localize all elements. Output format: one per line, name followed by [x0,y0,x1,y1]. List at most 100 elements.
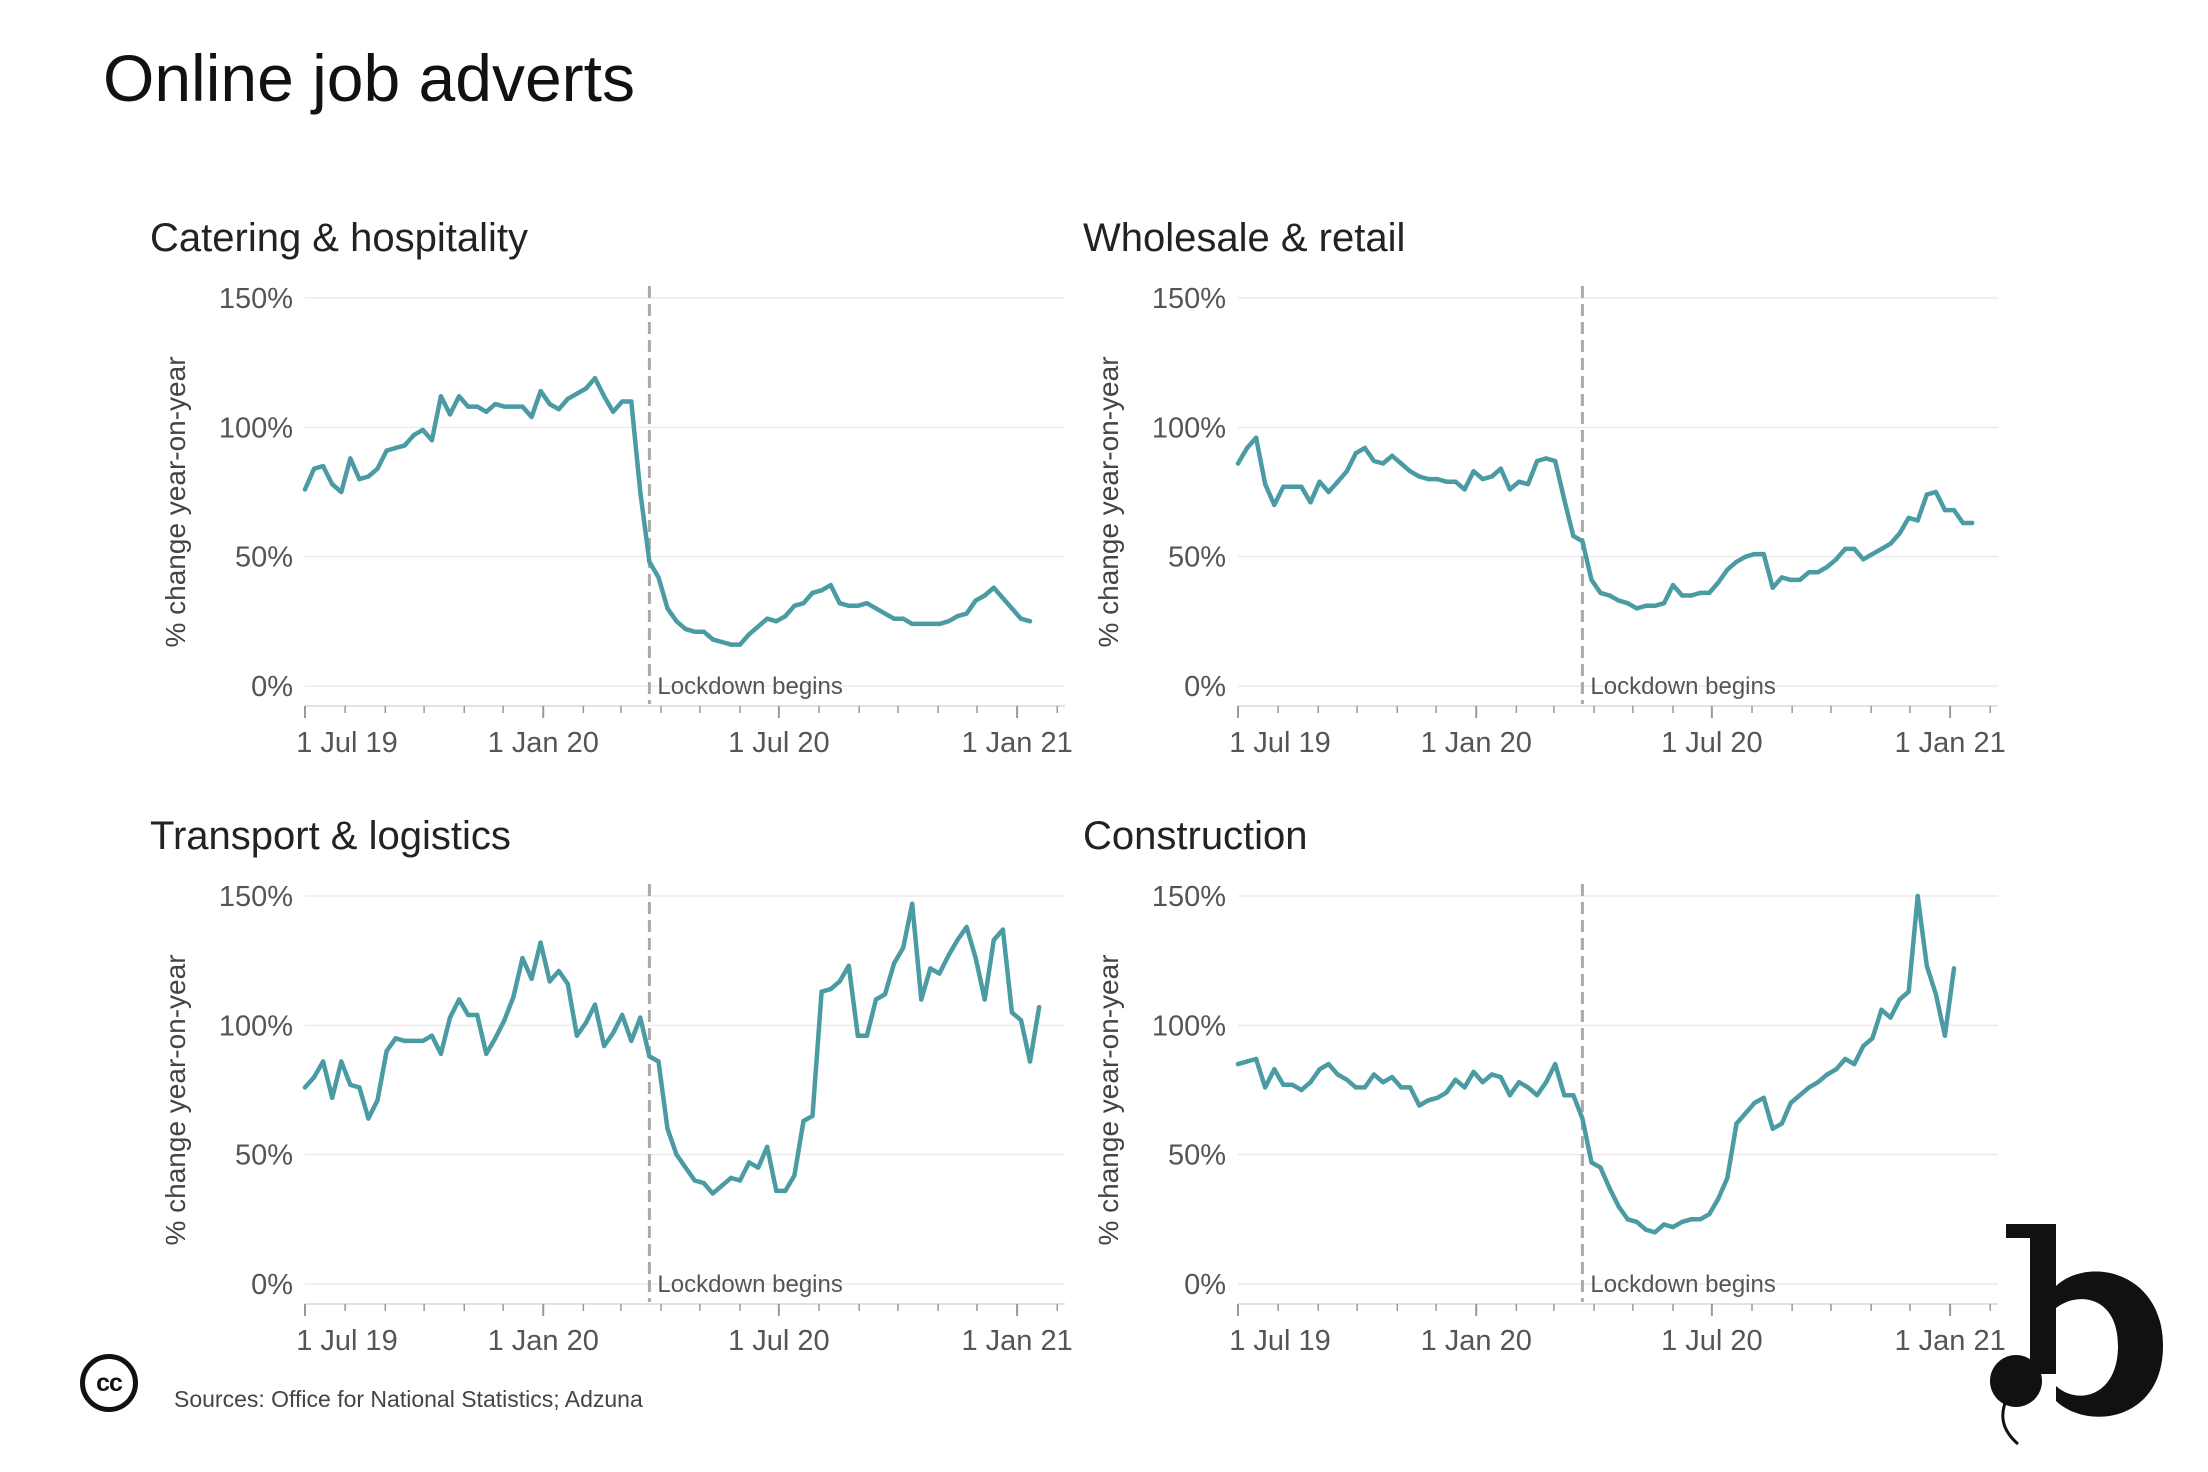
data-point [1643,1227,1648,1232]
data-point [1834,557,1839,562]
data-point [529,414,534,420]
data-point [1534,458,1540,464]
data-point [1942,507,1948,513]
data-point [765,1144,770,1150]
data-point [765,616,770,621]
data-point [1263,1085,1268,1090]
data-point [1734,1121,1739,1126]
data-point [1969,520,1975,526]
x-tick-label: 1 Jul 20 [728,727,830,759]
chart-title: Construction [1083,814,1308,858]
data-point [1852,546,1857,552]
data-point [1000,927,1006,932]
line-chart-catering: 0% 50% 100% 150% 1 Jul 19 1 Jan 20 1 Jul 20 1 J… [160,283,1073,759]
data-point [1009,606,1015,611]
data-point [529,976,534,981]
data-point [683,626,688,632]
data-point [411,1038,416,1044]
data-point [1870,1036,1875,1041]
data-point [1580,538,1585,544]
data-point [1480,1080,1485,1085]
data-point [1244,445,1250,451]
data-point [991,585,996,590]
data-point [1698,1217,1703,1222]
data-point [339,1059,344,1064]
data-point [520,404,525,409]
data-point [638,489,643,495]
data-point [475,1012,480,1018]
data-point [511,404,516,409]
data-point [1843,546,1848,552]
data-point [946,953,951,958]
data-point [1743,554,1748,559]
y-tick-label: 150% [1152,881,1226,913]
data-point [1933,489,1939,495]
data-point [1272,1067,1277,1072]
data-point [375,466,380,471]
data-point [493,1036,498,1041]
data-point [1670,582,1676,588]
data-point [1580,1116,1585,1121]
series-line [302,901,1042,1196]
data-point [737,642,743,647]
data-point [475,404,480,409]
lockdown-label: Lockdown begins [657,673,842,700]
data-point [1326,1061,1331,1067]
data-point [1317,1067,1322,1072]
data-point [1543,1080,1549,1085]
data-point [1516,1080,1522,1085]
data-point [964,611,969,616]
data-point [384,1049,389,1054]
data-point [438,394,444,399]
data-point [1752,1100,1757,1106]
data-point [375,1098,380,1103]
data-point [1915,893,1920,899]
data-point [1607,1186,1612,1191]
data-point [882,992,888,997]
data-point [1942,1033,1948,1038]
chart-panel-wholesale: Wholesale & retail 0% 50% 100% 150% 1 Jul 19… [1038,216,2006,776]
x-tick-label: 1 Jul 20 [1661,727,1763,759]
data-point [1707,1212,1712,1217]
data-point [1027,1059,1033,1064]
data-point [484,1051,489,1056]
data-point [1371,458,1377,464]
data-point [837,979,842,984]
series-line [1235,893,1957,1235]
data-point [828,582,833,588]
data-point [1915,518,1920,523]
data-point [665,1126,670,1131]
data-point [556,407,561,412]
y-axis-label: % change year-on-year [160,356,191,647]
y-axis-label: % change year-on-year [160,954,191,1245]
data-point [774,1188,779,1194]
data-point [1861,557,1866,562]
data-point [320,1059,326,1064]
data-point [1299,484,1304,489]
data-point [810,590,815,596]
data-point [1362,445,1368,451]
x-tick-label: 1 Jan 21 [961,1325,1072,1357]
line-chart-construction: 0% 50% 100% 150% 1 Jul 19 1 Jan 20 1 Jul 20 1 J… [1093,881,2006,1357]
data-point [674,1152,679,1157]
data-point [547,979,552,984]
data-point [1036,1005,1042,1010]
x-tick-label: 1 Jul 19 [296,1325,398,1357]
data-point [538,940,543,945]
data-point [1489,474,1494,479]
data-point [1625,601,1630,606]
y-tick-label: 150% [219,283,293,315]
data-point [783,1188,788,1194]
data-point [819,588,824,593]
data-point [1480,476,1485,482]
x-tick-label: 1 Jan 21 [1894,727,2005,759]
lockdown-label: Lockdown begins [657,1271,842,1298]
data-point [1598,590,1603,596]
data-point [1398,461,1404,466]
data-point [1453,479,1458,484]
data-point [746,1160,752,1165]
data-point [1716,1196,1721,1201]
data-point [910,901,915,906]
data-point [647,559,652,564]
data-point [1027,619,1033,624]
